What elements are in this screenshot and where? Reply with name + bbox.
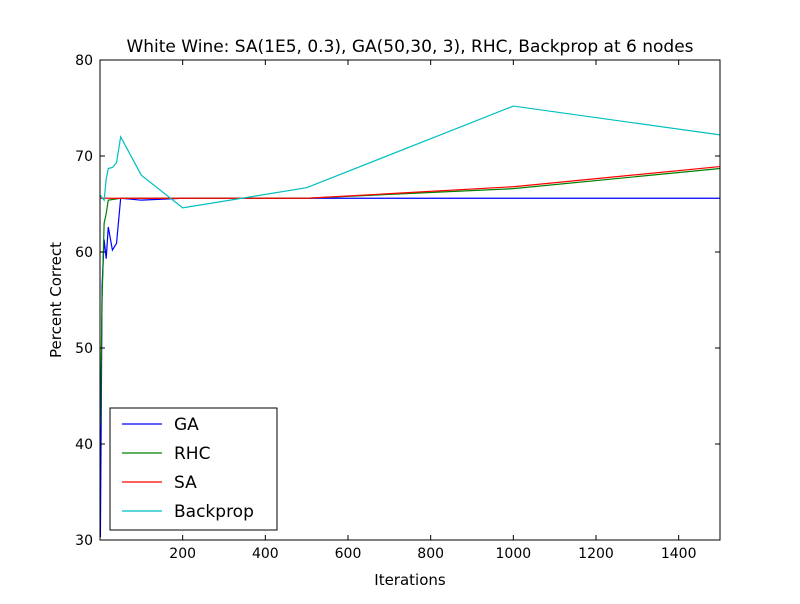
series-line-backprop xyxy=(99,105,721,209)
y-tick-label: 50 xyxy=(75,341,93,357)
legend-label-sa: SA xyxy=(174,473,197,493)
legend-label-rhc: RHC xyxy=(174,444,210,464)
y-tick-label: 60 xyxy=(75,245,93,261)
series-layer xyxy=(99,105,721,538)
x-tick-label: 1000 xyxy=(496,546,532,562)
legend-label-backprop: Backprop xyxy=(174,502,254,522)
x-tick-label: 400 xyxy=(252,546,279,562)
x-tick-label: 1200 xyxy=(578,546,614,562)
y-tick-label: 70 xyxy=(75,149,93,165)
legend-box xyxy=(109,407,278,531)
x-tick-label: 600 xyxy=(335,546,362,562)
chart-title: White Wine: SA(1E5, 0.3), GA(50,30, 3), … xyxy=(126,37,693,57)
y-tick-label: 80 xyxy=(75,53,93,69)
y-tick-label: 40 xyxy=(75,437,93,453)
x-tick-label: 800 xyxy=(417,546,444,562)
x-tick-label: 1400 xyxy=(661,546,697,562)
plot-area-frame xyxy=(99,59,721,541)
legend: GA RHC SA Backprop xyxy=(109,407,278,531)
legend-label-ga: GA xyxy=(174,415,199,435)
tick-layer: 200 400 600 800 1000 1200 1400 30 40 50 60 70 80 xyxy=(75,53,720,562)
x-tick-label: 200 xyxy=(169,546,196,562)
y-axis-label: Percent Correct xyxy=(47,242,65,358)
x-axis-label: Iterations xyxy=(374,571,446,589)
y-tick-label: 30 xyxy=(75,533,93,549)
series-line-sa xyxy=(100,165,721,199)
